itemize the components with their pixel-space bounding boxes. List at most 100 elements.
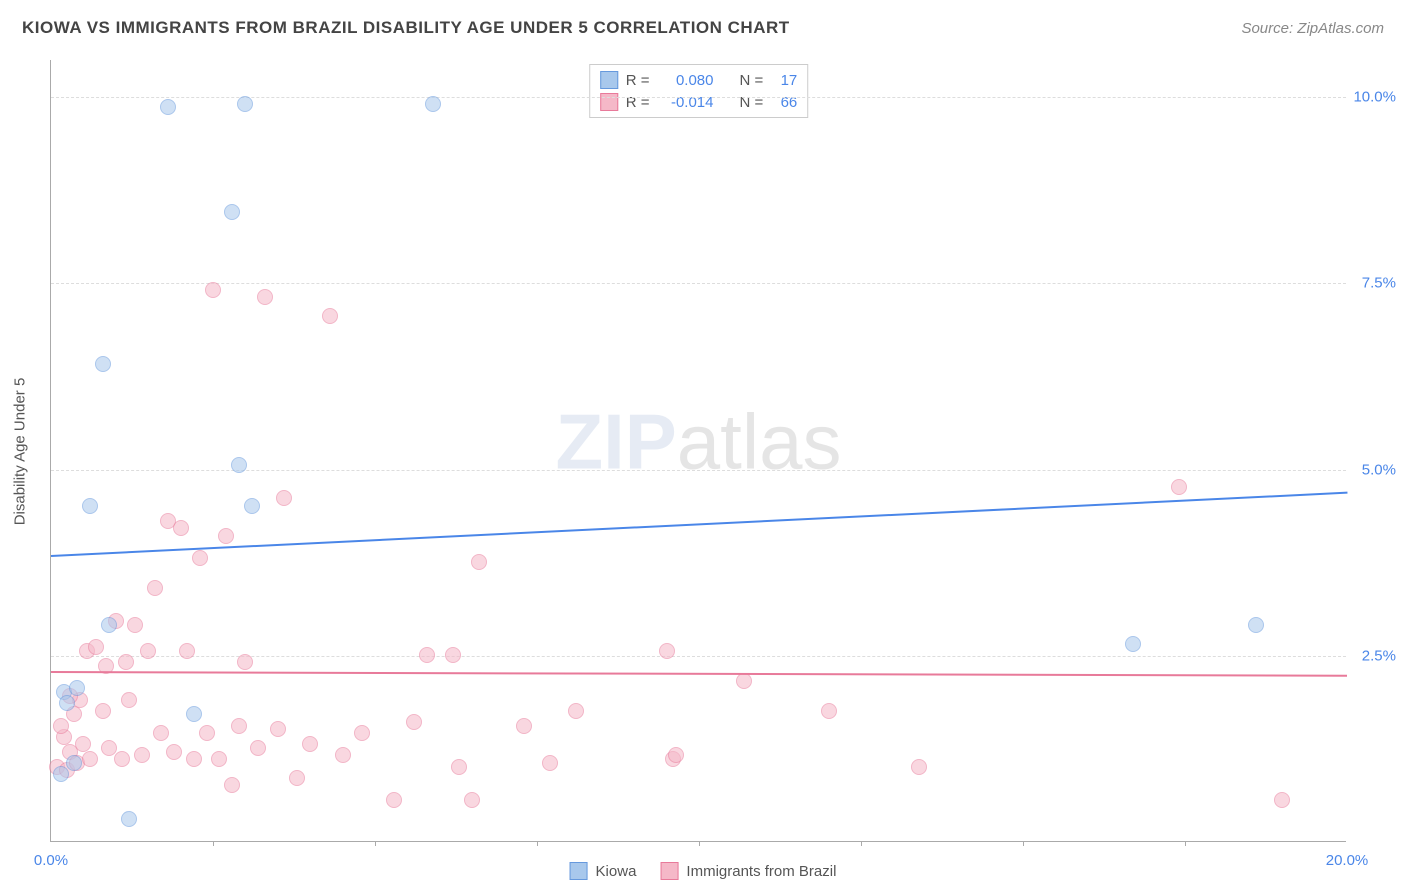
data-point: [95, 703, 111, 719]
data-point: [134, 747, 150, 763]
data-point: [445, 647, 461, 663]
data-point: [114, 751, 130, 767]
data-point: [121, 692, 137, 708]
data-point: [75, 736, 91, 752]
data-point: [160, 99, 176, 115]
data-point: [186, 751, 202, 767]
data-point: [147, 580, 163, 596]
data-point: [568, 703, 584, 719]
data-point: [250, 740, 266, 756]
data-point: [270, 721, 286, 737]
plot-region: ZIPatlas R =0.080N =17R =-0.014N =66 2.5…: [50, 60, 1346, 842]
legend-swatch: [660, 862, 678, 880]
legend-row: R = 0.080 N = 17: [600, 69, 798, 91]
data-point: [302, 736, 318, 752]
data-point: [406, 714, 422, 730]
data-point: [289, 770, 305, 786]
data-point: [419, 647, 435, 663]
data-point: [224, 204, 240, 220]
legend-label: Kiowa: [596, 863, 637, 880]
legend-swatch: [600, 71, 618, 89]
legend-item: Immigrants from Brazil: [660, 862, 836, 880]
data-point: [205, 282, 221, 298]
data-point: [354, 725, 370, 741]
x-minor-tick: [375, 841, 376, 846]
source-label: Source: ZipAtlas.com: [1241, 20, 1384, 37]
watermark: ZIPatlas: [555, 396, 841, 487]
data-point: [153, 725, 169, 741]
x-minor-tick: [699, 841, 700, 846]
data-point: [276, 490, 292, 506]
chart-area: ZIPatlas R =0.080N =17R =-0.014N =66 2.5…: [50, 60, 1346, 842]
data-point: [1171, 479, 1187, 495]
data-point: [53, 766, 69, 782]
legend-row: R = -0.014 N = 66: [600, 91, 798, 113]
r-value: 0.080: [658, 72, 714, 89]
data-point: [516, 718, 532, 734]
data-point: [173, 520, 189, 536]
data-point: [140, 643, 156, 659]
r-label: R =: [626, 94, 650, 111]
data-point: [101, 617, 117, 633]
data-point: [231, 718, 247, 734]
y-tick-label: 2.5%: [1348, 647, 1396, 664]
data-point: [53, 718, 69, 734]
data-point: [244, 498, 260, 514]
data-point: [1248, 617, 1264, 633]
data-point: [224, 777, 240, 793]
data-point: [821, 703, 837, 719]
legend-item: Kiowa: [570, 862, 637, 880]
data-point: [736, 673, 752, 689]
x-tick-label: 20.0%: [1326, 852, 1369, 869]
trendline: [51, 671, 1347, 677]
y-tick-label: 5.0%: [1348, 461, 1396, 478]
data-point: [179, 643, 195, 659]
data-point: [192, 550, 208, 566]
r-value: -0.014: [658, 94, 714, 111]
n-value: 17: [771, 72, 797, 89]
data-point: [911, 759, 927, 775]
data-point: [542, 755, 558, 771]
data-point: [237, 654, 253, 670]
data-point: [218, 528, 234, 544]
data-point: [471, 554, 487, 570]
data-point: [237, 96, 253, 112]
n-label: N =: [740, 72, 764, 89]
data-point: [69, 680, 85, 696]
correlation-legend: R = 0.080 N = 17 R = -0.014 N = 66: [589, 64, 809, 118]
n-value: 66: [771, 94, 797, 111]
data-point: [82, 751, 98, 767]
r-label: R =: [626, 72, 650, 89]
x-minor-tick: [861, 841, 862, 846]
x-minor-tick: [213, 841, 214, 846]
series-legend: Kiowa Immigrants from Brazil: [570, 862, 837, 880]
data-point: [659, 643, 675, 659]
y-axis-label: Disability Age Under 5: [12, 377, 29, 525]
data-point: [118, 654, 134, 670]
data-point: [1274, 792, 1290, 808]
x-minor-tick: [537, 841, 538, 846]
y-tick-label: 10.0%: [1348, 89, 1396, 106]
data-point: [127, 617, 143, 633]
data-point: [199, 725, 215, 741]
data-point: [257, 289, 273, 305]
legend-label: Immigrants from Brazil: [686, 863, 836, 880]
data-point: [668, 747, 684, 763]
n-label: N =: [740, 94, 764, 111]
data-point: [166, 744, 182, 760]
data-point: [121, 811, 137, 827]
data-point: [451, 759, 467, 775]
data-point: [335, 747, 351, 763]
data-point: [66, 755, 82, 771]
legend-swatch: [600, 93, 618, 111]
data-point: [386, 792, 402, 808]
chart-title: KIOWA VS IMMIGRANTS FROM BRAZIL DISABILI…: [22, 18, 790, 38]
data-point: [464, 792, 480, 808]
data-point: [59, 695, 75, 711]
data-point: [82, 498, 98, 514]
data-point: [95, 356, 111, 372]
gridline: [51, 283, 1346, 284]
legend-swatch: [570, 862, 588, 880]
data-point: [88, 639, 104, 655]
x-tick-label: 0.0%: [34, 852, 68, 869]
